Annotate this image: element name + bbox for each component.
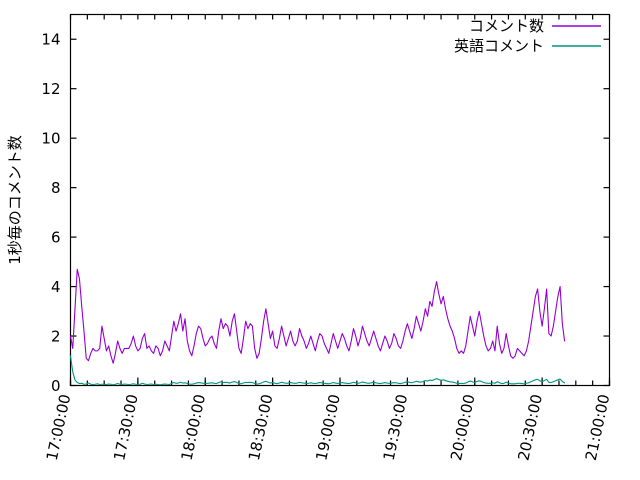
y-tick-label: 2 — [51, 328, 61, 346]
y-tick-label: 4 — [51, 278, 61, 296]
series-line-1 — [69, 355, 566, 386]
y-axis-title: 1秒毎のコメント数 — [6, 135, 24, 265]
legend-label-0: コメント数 — [469, 17, 544, 35]
y-tick-label: 12 — [41, 80, 60, 98]
series-group — [69, 268, 566, 386]
y-axis-ticks: 0 2 4 6 8 10 12 14 — [41, 31, 610, 395]
series-line-0 — [69, 268, 566, 364]
legend-label-1: 英語コメント — [454, 37, 544, 55]
y-tick-label: 0 — [51, 377, 61, 395]
y-tick-label: 6 — [51, 229, 61, 247]
y-axis-title-text: 1秒毎のコメント数 — [6, 135, 24, 265]
y-tick-label: 10 — [41, 130, 60, 148]
y-tick-label: 14 — [41, 31, 60, 49]
y-tick-label: 8 — [51, 179, 61, 197]
